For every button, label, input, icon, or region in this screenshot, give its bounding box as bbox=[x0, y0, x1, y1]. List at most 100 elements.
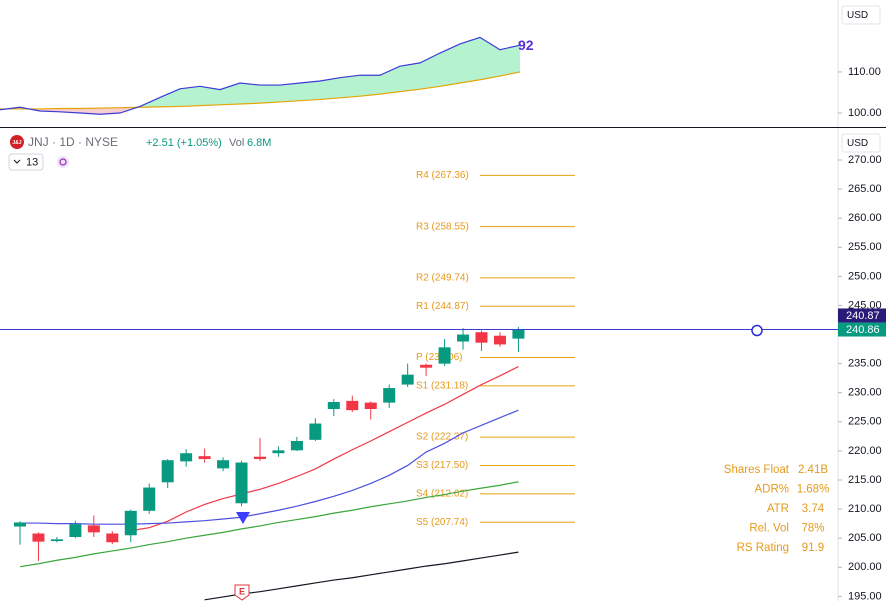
y-tick-label: 235.00 bbox=[848, 358, 882, 370]
currency-top[interactable]: USD bbox=[847, 10, 868, 21]
price-tag bbox=[838, 308, 886, 323]
pivot-label: S1 (231.18) bbox=[416, 380, 468, 391]
y-tick-label: 220.00 bbox=[848, 445, 882, 457]
y-tick-label: 265.00 bbox=[848, 183, 882, 195]
candle-body bbox=[217, 460, 230, 469]
y-tick-label: 215.00 bbox=[848, 474, 882, 486]
volume: 6.8M bbox=[247, 137, 271, 149]
y-tick-label: 230.00 bbox=[848, 387, 882, 399]
moving-average bbox=[130, 366, 519, 532]
y-tick-label: 250.00 bbox=[848, 270, 882, 282]
pivot-label: R3 (258.55) bbox=[416, 221, 469, 232]
candle-body bbox=[272, 450, 285, 454]
rs-ma-line bbox=[0, 71, 521, 110]
pivot-label: R1 (244.87) bbox=[416, 301, 469, 312]
candle-body bbox=[457, 334, 470, 342]
y-tick-label: 225.00 bbox=[848, 416, 882, 428]
price-tag-label: 240.86 bbox=[846, 324, 880, 336]
candle-body bbox=[438, 347, 451, 364]
rs-fill bbox=[240, 83, 260, 104]
stat-label: Shares Float bbox=[724, 464, 790, 476]
candle-body bbox=[143, 487, 156, 511]
stat-label: ATR bbox=[767, 503, 789, 515]
candle-body bbox=[87, 525, 100, 533]
indicator-toggle[interactable] bbox=[8, 153, 44, 171]
candle-body bbox=[106, 533, 119, 543]
earnings-marker[interactable] bbox=[234, 584, 250, 601]
rs-fill bbox=[300, 80, 320, 101]
candle-body bbox=[69, 524, 82, 538]
candle-body bbox=[124, 510, 137, 536]
y-tick-label: 245.00 bbox=[848, 299, 882, 311]
candle-body bbox=[493, 335, 506, 345]
candle-body bbox=[364, 402, 377, 410]
moving-average bbox=[204, 551, 519, 601]
rs-fill bbox=[480, 37, 500, 80]
candle-body bbox=[290, 441, 303, 451]
candle-body bbox=[50, 539, 63, 542]
pivot-label: S3 (217.50) bbox=[416, 460, 468, 471]
sync-icon-ring bbox=[59, 158, 67, 166]
price-tag bbox=[838, 322, 886, 337]
candle-body bbox=[161, 460, 174, 483]
volume-label: Vol bbox=[229, 137, 244, 149]
y-tick-label: 100.00 bbox=[848, 107, 882, 119]
candle-body bbox=[327, 402, 340, 410]
price-tag-label: 240.87 bbox=[846, 310, 880, 322]
rs-fill bbox=[440, 43, 460, 87]
symbol-title: JNJ · 1D · NYSE bbox=[28, 135, 118, 149]
logo bbox=[10, 135, 24, 149]
candle-body bbox=[198, 456, 211, 460]
currency-button[interactable] bbox=[841, 133, 881, 153]
pivot-label: R2 (249.74) bbox=[416, 273, 469, 284]
rs-label: 92 bbox=[518, 37, 534, 53]
pivot-label: S5 (207.74) bbox=[416, 517, 468, 528]
stat-value: 3.74 bbox=[802, 503, 825, 515]
candle-body bbox=[420, 364, 433, 368]
candle-body bbox=[401, 374, 414, 385]
pivot-label: R4 (267.36) bbox=[416, 170, 469, 181]
y-tick-label: 205.00 bbox=[848, 532, 882, 544]
y-tick-label: 110.00 bbox=[848, 66, 881, 78]
earnings-label[interactable]: E bbox=[239, 586, 245, 596]
rs-fill bbox=[100, 107, 120, 115]
logo-text: J&J bbox=[12, 140, 21, 146]
pivot-label: S2 (222.37) bbox=[416, 432, 468, 443]
candle-body bbox=[383, 388, 396, 403]
indicator-count[interactable]: 13 bbox=[26, 156, 38, 168]
candle-body bbox=[512, 329, 525, 339]
moving-average bbox=[19, 481, 519, 568]
currency-button-top[interactable] bbox=[841, 5, 881, 25]
stat-label: Rel. Vol bbox=[749, 523, 789, 535]
rs-fill bbox=[460, 37, 480, 84]
pivot-label: S4 (212.62) bbox=[416, 488, 468, 499]
y-tick-label: 270.00 bbox=[848, 154, 882, 166]
rs-fill bbox=[360, 75, 380, 97]
candle-body bbox=[14, 522, 26, 527]
rs-fill bbox=[160, 88, 180, 107]
candle-body bbox=[32, 533, 45, 542]
stat-label: RS Rating bbox=[737, 542, 789, 554]
y-tick-label: 200.00 bbox=[848, 561, 882, 573]
candle-body bbox=[180, 453, 193, 462]
rs-fill bbox=[400, 62, 420, 92]
rs-fill bbox=[180, 86, 200, 107]
rs-fill bbox=[340, 75, 360, 98]
y-tick-label: 195.00 bbox=[848, 590, 882, 601]
candle-body bbox=[253, 456, 266, 460]
rs-fill bbox=[320, 77, 340, 100]
rs-fill bbox=[80, 108, 100, 115]
stat-label: ADR% bbox=[754, 484, 789, 496]
currency[interactable]: USD bbox=[847, 138, 868, 149]
y-tick-label: 260.00 bbox=[848, 212, 882, 224]
chevron bbox=[13, 159, 21, 164]
sync-icon[interactable] bbox=[57, 156, 69, 168]
line-handle[interactable] bbox=[751, 324, 763, 337]
y-tick-label: 210.00 bbox=[848, 503, 882, 515]
stat-value: 2.41B bbox=[798, 464, 828, 476]
candle-body bbox=[346, 400, 359, 411]
stat-value: 91.9 bbox=[802, 542, 824, 554]
stat-value: 78% bbox=[801, 523, 824, 535]
candle-body bbox=[235, 462, 248, 504]
